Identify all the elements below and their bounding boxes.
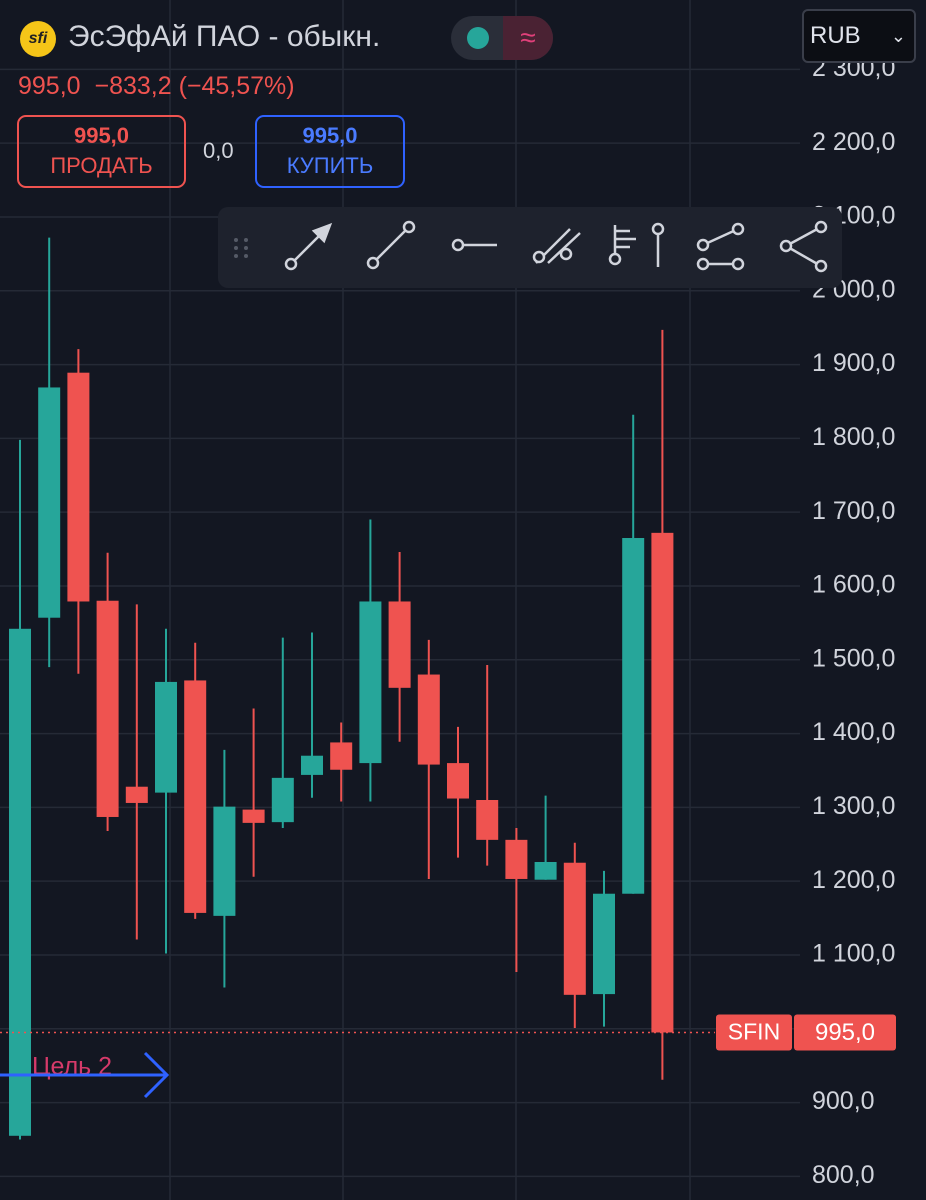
buy-price: 995,0 xyxy=(302,123,358,148)
y-tick-label: 1 200,0 xyxy=(812,866,895,894)
candle-body xyxy=(330,742,353,770)
toolbar-bg xyxy=(218,207,842,288)
change: −833,2 (−45,57%) xyxy=(94,72,295,100)
delay-icon: ≈ xyxy=(503,16,553,60)
candle-body xyxy=(184,680,207,913)
candle-body xyxy=(38,387,61,618)
drag-handle xyxy=(234,238,248,258)
path-tool[interactable] xyxy=(696,222,745,271)
y-tick-label: 1 600,0 xyxy=(812,571,895,599)
y-tick-label: 1 900,0 xyxy=(812,349,895,377)
candle-body xyxy=(417,674,440,765)
horizontal-ray-tool[interactable] xyxy=(451,238,497,252)
candle-body xyxy=(505,839,528,879)
y-tick-label: 1 100,0 xyxy=(812,940,895,968)
candle-body xyxy=(96,600,119,817)
candle-body xyxy=(593,893,615,995)
candle-body xyxy=(67,372,90,602)
y-tick-label: 1 500,0 xyxy=(812,644,895,672)
price: 995,0 xyxy=(18,72,81,100)
drawing-toolbar xyxy=(218,207,842,288)
chevron: ⌄ xyxy=(890,26,906,46)
candle-body xyxy=(388,601,411,688)
price-text: 995,0 xyxy=(815,1019,875,1046)
fib-tool[interactable] xyxy=(608,222,665,267)
y-tick-label: 900,0 xyxy=(812,1087,875,1115)
title: ЭсЭфАй ПАО - обыкн. xyxy=(68,20,381,53)
y-tick-label: 2 200,0 xyxy=(812,128,895,156)
candles xyxy=(9,237,674,1140)
buy-label: КУПИТЬ xyxy=(286,153,374,178)
candle-body xyxy=(651,532,674,1033)
logo: sfi xyxy=(20,21,56,57)
y-tick-label: 1 700,0 xyxy=(812,497,895,525)
candle-body xyxy=(242,809,265,823)
candle-body xyxy=(301,755,323,775)
candle-body xyxy=(155,681,177,793)
status-dot xyxy=(467,27,489,49)
candle-body xyxy=(213,806,236,916)
parallel-channel-tool[interactable] xyxy=(532,228,581,264)
status-pill[interactable]: ≈ xyxy=(451,16,553,60)
candle-body xyxy=(359,601,382,764)
candle-body xyxy=(125,786,148,803)
candle-body xyxy=(534,861,557,880)
y-tick-label: 1 300,0 xyxy=(812,792,895,820)
ticker-badge xyxy=(716,1014,792,1051)
spread: 0,0 xyxy=(203,138,234,163)
currency: RUB xyxy=(810,22,861,49)
buy-button[interactable]: 995,0 КУПИТЬ xyxy=(255,115,405,188)
candle-body xyxy=(9,628,31,1136)
candle-body xyxy=(622,538,645,894)
sell-button[interactable]: 995,0 ПРОДАТЬ xyxy=(17,115,186,188)
arrow-tool[interactable] xyxy=(284,222,333,271)
quote-line: 995,0 −833,2 (−45,57%) xyxy=(18,72,295,101)
price-badge xyxy=(794,1014,896,1051)
sell-price: 995,0 xyxy=(73,123,130,148)
y-tick-label: 1 800,0 xyxy=(812,423,895,451)
trend-line-tool[interactable] xyxy=(366,220,416,270)
candle-body xyxy=(476,800,499,840)
candle-body xyxy=(563,862,586,995)
price-line-group: SFIN 995,0 xyxy=(0,1014,896,1051)
annotation: Цель 2 xyxy=(0,1051,170,1099)
vertical-grid xyxy=(169,0,691,1200)
currency-select[interactable]: RUB ⌄ xyxy=(802,9,916,63)
candle-body xyxy=(447,763,469,799)
arrow-head xyxy=(143,1051,170,1099)
sell-label: ПРОДАТЬ xyxy=(50,153,153,178)
ticker-text: SFIN xyxy=(728,1019,780,1045)
y-tick-label: 800,0 xyxy=(812,1161,875,1189)
pitchfork-tool[interactable] xyxy=(779,220,828,273)
y-tick-label: 1 400,0 xyxy=(812,718,895,746)
candle-body xyxy=(271,777,294,823)
